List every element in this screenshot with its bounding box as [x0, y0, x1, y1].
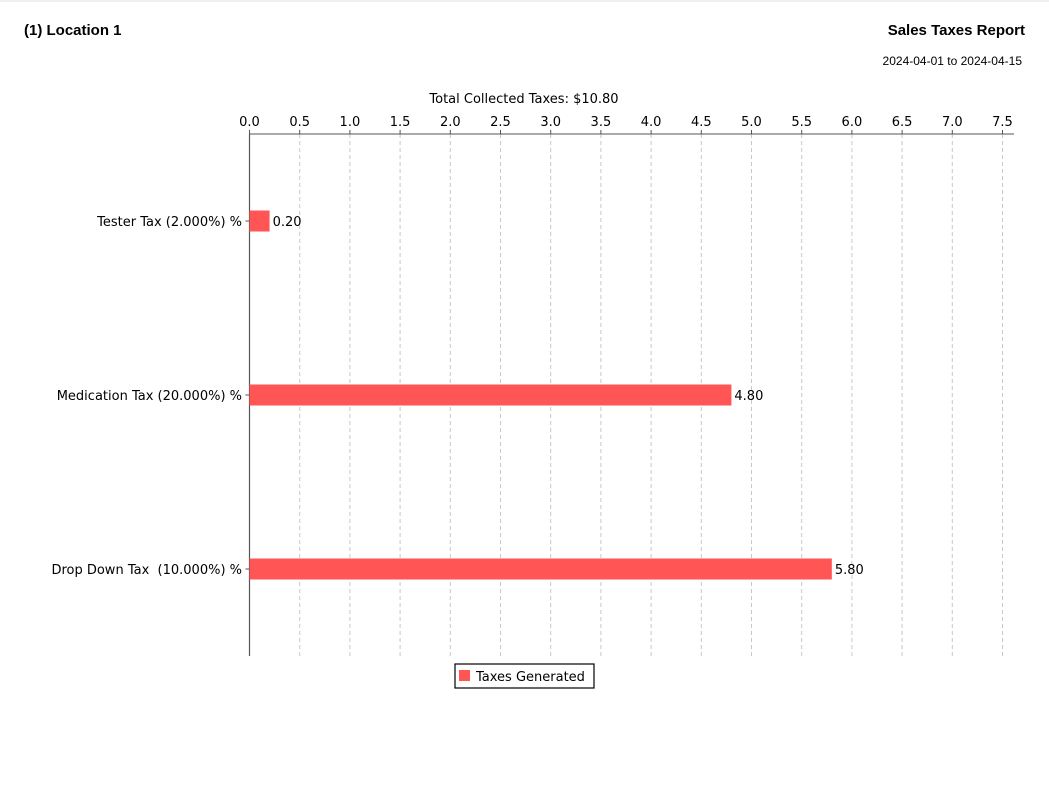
bar [249, 384, 732, 406]
x-tick-label: 1.0 [340, 115, 361, 130]
category-label: Drop Down Tax (10.000%) % [51, 563, 242, 578]
category-label: Medication Tax (20.000%) % [57, 389, 242, 404]
legend-swatch [459, 670, 470, 681]
x-tick-label: 5.5 [791, 115, 812, 130]
bar-value-label: 4.80 [734, 389, 763, 404]
legend-label: Taxes Generated [475, 670, 585, 685]
date-range: 2024-04-01 to 2024-04-15 [882, 54, 1022, 68]
legend: Taxes Generated [454, 663, 595, 689]
x-tick-label: 6.5 [892, 115, 913, 130]
category-label: Tester Tax (2.000%) % [96, 215, 242, 230]
x-tick-label: 0.0 [239, 115, 260, 130]
top-border [0, 0, 1049, 2]
x-tick-label: 7.5 [992, 115, 1013, 130]
bar [249, 558, 832, 580]
x-axis-ticks: 0.0 0.5 1.0 1.5 2.0 2.5 3.0 3.5 4.0 4.5 5.0 5.5 6.0 6… [239, 115, 1013, 134]
location-label: (1) Location 1 [24, 22, 122, 39]
x-tick-label: 0.5 [289, 115, 310, 130]
x-tick-label: 4.0 [641, 115, 662, 130]
legend-box [454, 663, 595, 689]
x-tick-label: 5.0 [741, 115, 762, 130]
x-tick-label: 2.5 [490, 115, 511, 130]
x-tick-label: 4.5 [691, 115, 712, 130]
x-tick-label: 3.5 [591, 115, 612, 130]
x-tick-label: 6.0 [842, 115, 863, 130]
x-tick-label: 7.0 [942, 115, 963, 130]
bar-value-label: 0.20 [273, 215, 302, 230]
bar [249, 210, 270, 232]
x-tick-label: 3.0 [540, 115, 561, 130]
chart-title: Total Collected Taxes: $10.80 [428, 92, 618, 107]
bar-value-label: 5.80 [835, 563, 864, 578]
bars: Tester Tax (2.000%) % 0.20 Medication Tax … [51, 210, 864, 580]
report-title: Sales Taxes Report [887, 22, 1025, 39]
x-tick-label: 1.5 [390, 115, 411, 130]
x-tick-label: 2.0 [440, 115, 461, 130]
